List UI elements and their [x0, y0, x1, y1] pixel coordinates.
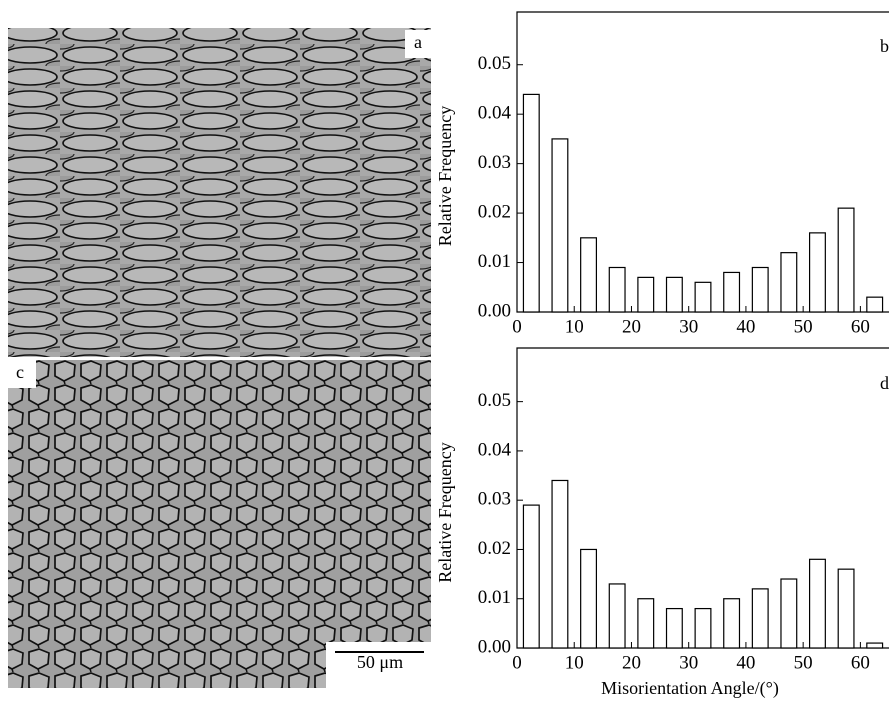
panel-label: b [880, 36, 889, 56]
bar [522, 93, 540, 313]
bar [522, 504, 540, 649]
x-tick-label: 40 [736, 652, 755, 673]
bar [866, 296, 884, 313]
bar [608, 583, 626, 649]
bar [808, 232, 826, 313]
bar [551, 138, 569, 313]
bar [837, 207, 855, 313]
x-axis-label: Misorientation Angle/(°) [601, 678, 779, 699]
bar [780, 578, 798, 649]
bar [580, 237, 598, 313]
x-tick-label: 30 [679, 316, 698, 337]
y-tick-label: 0.05 [478, 390, 511, 411]
bar [808, 558, 826, 649]
bar [694, 607, 712, 649]
bar [723, 598, 741, 649]
bar [608, 266, 626, 313]
panel-label: c [16, 362, 24, 382]
y-tick-label: 0.02 [478, 538, 511, 559]
x-tick-label: 0 [512, 316, 522, 337]
x-tick-label: 40 [736, 316, 755, 337]
x-tick-label: 20 [622, 316, 641, 337]
bar [751, 266, 769, 313]
bar [780, 252, 798, 313]
bar [665, 607, 683, 649]
y-tick-label: 0.04 [478, 103, 512, 124]
y-tick-label: 0.00 [478, 300, 511, 321]
bar [837, 568, 855, 649]
y-tick-label: 0.03 [478, 152, 511, 173]
bar [551, 479, 569, 649]
y-tick-label: 0.02 [478, 201, 511, 222]
scale-bar-label: 50 μm [357, 652, 403, 672]
axis-frame [516, 347, 889, 649]
y-axis-label: Relative Frequency [435, 442, 455, 582]
panel-label: d [880, 373, 889, 393]
bar [751, 588, 769, 649]
x-tick-label: 10 [565, 316, 584, 337]
bar [723, 271, 741, 313]
panel-label: a [414, 32, 422, 52]
y-tick-label: 0.03 [478, 489, 511, 510]
bar [580, 548, 598, 649]
x-tick-label: 0 [512, 652, 522, 673]
y-tick-label: 0.05 [478, 53, 511, 74]
x-tick-label: 20 [622, 652, 641, 673]
x-tick-label: 50 [794, 316, 813, 337]
bar [637, 598, 655, 649]
micrograph-a: a [8, 28, 431, 357]
x-tick-label: 10 [565, 652, 584, 673]
bar [866, 642, 884, 649]
bar [694, 281, 712, 313]
axis-frame [516, 11, 889, 313]
micrograph-c: c 50 μm [8, 360, 431, 688]
x-tick-label: 30 [679, 652, 698, 673]
y-tick-label: 0.00 [478, 636, 511, 657]
y-tick-label: 0.01 [478, 587, 511, 608]
x-tick-label: 60 [851, 652, 870, 673]
bar [637, 276, 655, 313]
y-tick-label: 0.01 [478, 251, 511, 272]
x-tick-label: 60 [851, 316, 870, 337]
y-tick-label: 0.04 [478, 439, 512, 460]
y-axis-label: Relative Frequency [435, 106, 455, 246]
x-tick-label: 50 [794, 652, 813, 673]
bar [665, 276, 683, 313]
